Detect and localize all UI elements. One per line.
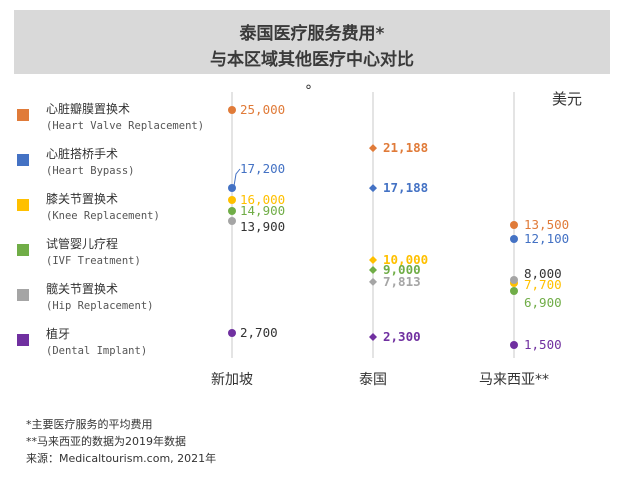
- value-label-s5-c0: 2,700: [240, 325, 278, 340]
- marker-s0-c1: [369, 144, 377, 153]
- marker-s4-c0: [228, 217, 236, 225]
- legend-swatch-4: [17, 289, 29, 301]
- legend-swatch-5: [17, 334, 29, 346]
- legend-label-3: 试管婴儿疗程: [46, 236, 118, 251]
- unit-mark: °: [305, 83, 312, 99]
- chart-title-line-1: 泰国医疗服务费用*: [239, 24, 385, 44]
- marker-s1-c2: [510, 235, 518, 243]
- marker-s3-c2: [510, 287, 518, 295]
- value-label-s1-c0: 17,200: [240, 161, 285, 176]
- footnote-source: 来源：Medicaltourism.com, 2021年: [26, 452, 217, 465]
- chart-title-line-2: 与本区域其他医疗中心对比: [210, 50, 414, 70]
- marker-s4-c2: [510, 276, 518, 284]
- value-label-s4-c1: 7,813: [383, 274, 421, 289]
- footnote-malaysia: **马来西亚的数据为2019年数据: [26, 435, 186, 448]
- marker-s5-c0: [228, 329, 236, 337]
- marker-s3-c0: [228, 207, 236, 215]
- marker-s1-c0: [228, 184, 236, 192]
- marker-s0-c0: [228, 106, 236, 114]
- value-label-s4-c2: 8,000: [524, 266, 562, 281]
- legend-label-5: 植牙: [46, 326, 70, 341]
- footnote-average: *主要医疗服务的平均费用: [26, 418, 153, 431]
- value-label-s0-c0: 25,000: [240, 102, 285, 117]
- marker-s3-c1: [369, 266, 377, 274]
- marker-s1-c1: [369, 184, 377, 193]
- legend-sublabel-0: (Heart Valve Replacement): [46, 120, 204, 132]
- value-label-s3-c2: 6,900: [524, 295, 562, 310]
- unit-label: 美元: [552, 90, 582, 108]
- value-label-s2-c1: 10,000: [383, 252, 428, 267]
- value-label-s2-c0: 16,000: [240, 192, 285, 207]
- marker-s2-c1: [369, 256, 377, 264]
- legend-swatch-2: [17, 199, 29, 211]
- value-label-s1-c2: 12,100: [524, 231, 569, 246]
- value-label-s0-c1: 21,188: [383, 140, 428, 155]
- value-label-s3-c1: 9,000: [383, 262, 421, 277]
- value-label-s5-c1: 2,300: [383, 329, 421, 344]
- legend-label-0: 心脏瓣膜置换术: [46, 101, 130, 116]
- category-label-1: 泰国: [359, 372, 387, 388]
- legend-sublabel-4: (Hip Replacement): [46, 300, 153, 312]
- legend-label-2: 膝关节置换术: [46, 192, 118, 206]
- legend-swatch-0: [17, 109, 29, 121]
- legend-sublabel-2: (Knee Replacement): [46, 210, 160, 222]
- legend-label-4: 髋关节置换术: [46, 281, 118, 296]
- legend-sublabel-5: (Dental Implant): [46, 345, 147, 357]
- leader-s1-c0: [233, 168, 241, 187]
- category-label-2: 马来西亚**: [479, 372, 549, 388]
- value-label-s4-c0: 13,900: [240, 219, 285, 234]
- value-label-s5-c2: 1,500: [524, 337, 562, 352]
- marker-s5-c1: [369, 333, 377, 341]
- legend-swatch-3: [17, 244, 29, 256]
- legend-sublabel-3: (IVF Treatment): [46, 255, 141, 267]
- legend-swatch-1: [17, 154, 29, 166]
- legend-sublabel-1: (Heart Bypass): [46, 165, 135, 177]
- category-label-0: 新加坡: [211, 372, 253, 388]
- legend-label-1: 心脏搭桥手术: [46, 146, 118, 161]
- value-label-s3-c0: 14,900: [240, 203, 285, 218]
- title-band: 泰国医疗服务费用* 与本区域其他医疗中心对比: [14, 10, 610, 74]
- value-label-s0-c2: 13,500: [524, 217, 569, 232]
- value-label-s1-c1: 17,188: [383, 180, 428, 195]
- value-label-s2-c2: 7,700: [524, 277, 562, 292]
- marker-s2-c0: [228, 196, 236, 204]
- marker-s5-c2: [510, 341, 518, 349]
- marker-s4-c1: [369, 277, 377, 286]
- marker-s0-c2: [510, 221, 518, 229]
